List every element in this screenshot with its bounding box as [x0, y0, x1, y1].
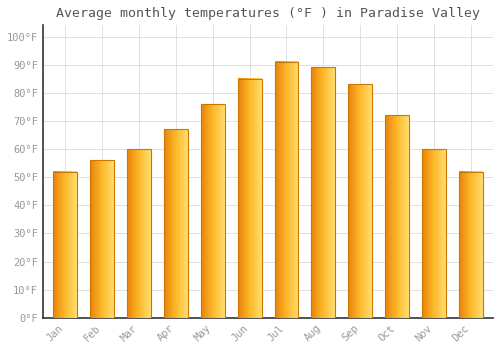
Bar: [422, 149, 446, 318]
Title: Average monthly temperatures (°F ) in Paradise Valley: Average monthly temperatures (°F ) in Pa…: [56, 7, 480, 20]
Bar: [348, 84, 372, 318]
Bar: [200, 104, 224, 318]
Bar: [238, 79, 262, 318]
Bar: [274, 62, 298, 318]
Bar: [459, 172, 483, 318]
Bar: [90, 160, 114, 318]
Bar: [312, 68, 336, 318]
Bar: [164, 130, 188, 318]
Bar: [127, 149, 151, 318]
Bar: [385, 115, 409, 318]
Bar: [53, 172, 77, 318]
